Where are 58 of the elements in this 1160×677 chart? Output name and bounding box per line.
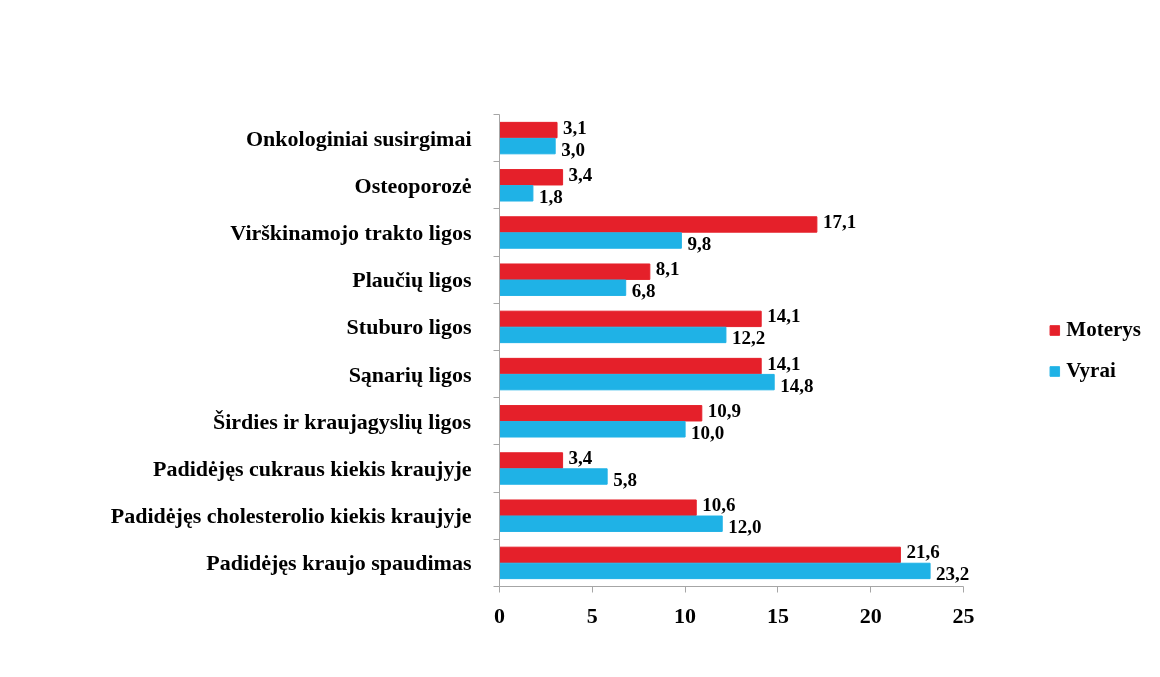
bar — [499, 562, 931, 580]
data-label: 12,2 — [731, 327, 766, 349]
bar — [499, 357, 762, 375]
data-label: 9,8 — [687, 233, 712, 255]
y-tick-label: Sąnarių ligos — [348, 361, 472, 387]
bar — [499, 216, 818, 233]
data-label: 5,8 — [613, 469, 637, 491]
x-tick-label: 20 — [859, 602, 882, 628]
bar — [499, 279, 627, 296]
data-label: 23,2 — [936, 563, 970, 585]
x-tick-label: 10 — [674, 602, 697, 628]
x-tick-label: 0 — [494, 602, 505, 628]
bar — [499, 169, 564, 186]
bar — [499, 326, 727, 344]
data-label: 14,8 — [780, 374, 814, 396]
data-label: 8,1 — [655, 258, 680, 280]
data-label: 6,8 — [631, 280, 656, 302]
x-tick-label: 5 — [586, 602, 598, 628]
data-label: 3,4 — [568, 446, 593, 468]
data-label: 10,0 — [691, 421, 725, 443]
y-tick-label: Stuburo ligos — [346, 314, 472, 340]
bar — [499, 185, 534, 202]
bar — [499, 421, 686, 438]
bar — [499, 499, 697, 516]
data-label: 10,6 — [702, 494, 736, 516]
data-label: 14,1 — [767, 352, 801, 374]
y-tick-label: Osteoporozė — [354, 172, 472, 198]
y-tick-label: Padidėjęs cholesterolio kiekis kraujyje — [110, 503, 472, 529]
y-tick-label: Padidėjęs kraujo spaudimas — [206, 550, 472, 576]
bar — [499, 310, 762, 328]
bar — [499, 232, 682, 249]
data-label: 21,6 — [906, 541, 940, 563]
bar — [499, 452, 564, 469]
legend-label: Moterys — [1066, 317, 1141, 342]
bar — [499, 515, 723, 532]
bar — [499, 263, 651, 280]
data-label: 14,1 — [767, 305, 801, 327]
bar — [499, 468, 608, 485]
bar — [499, 137, 556, 155]
data-label: 3,0 — [561, 138, 585, 160]
data-label: 10,9 — [707, 399, 742, 421]
x-tick-label: 15 — [766, 602, 789, 628]
data-label: 1,8 — [538, 185, 563, 207]
y-tick-label: Virškinamojo trakto ligos — [230, 220, 472, 245]
data-label: 17,1 — [822, 210, 857, 232]
bar — [499, 121, 558, 139]
data-label: 3,1 — [563, 116, 587, 138]
data-label: 12,0 — [728, 516, 762, 538]
y-tick-label: Padidėjęs cukraus kiekis kraujyje — [153, 456, 472, 481]
y-tick-label: Onkologiniai susirgimai — [245, 125, 472, 151]
x-tick-label: 25 — [952, 602, 975, 628]
bar — [499, 546, 901, 564]
y-tick-label: Plaučių ligos — [352, 267, 472, 293]
bar — [499, 405, 703, 422]
y-tick-label: Širdies ir kraujagyslių ligos — [212, 408, 472, 434]
legend-label: Vyrai — [1066, 358, 1116, 383]
data-label: 3,4 — [568, 163, 593, 185]
bar — [499, 373, 775, 391]
